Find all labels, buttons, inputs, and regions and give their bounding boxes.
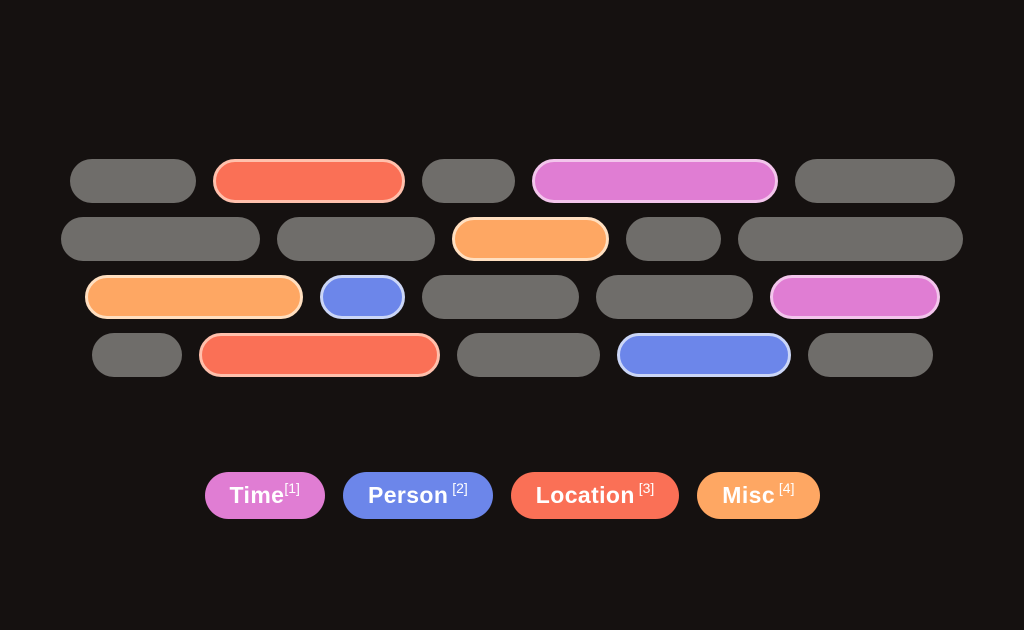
legend-key-person: [2] bbox=[448, 479, 468, 496]
token-row bbox=[91, 333, 933, 377]
token-pill-location[interactable] bbox=[212, 159, 405, 203]
token-pill-location[interactable] bbox=[198, 333, 440, 377]
legend-key-location: [3] bbox=[634, 479, 655, 496]
token-pill-person[interactable] bbox=[319, 275, 405, 319]
token-pill-person[interactable] bbox=[616, 333, 791, 377]
token-pill-unlabeled[interactable] bbox=[456, 333, 600, 377]
token-row bbox=[69, 159, 955, 203]
token-pill-unlabeled[interactable] bbox=[421, 275, 579, 319]
token-pill-unlabeled[interactable] bbox=[61, 217, 260, 261]
token-pill-unlabeled[interactable] bbox=[91, 333, 182, 377]
token-rows bbox=[0, 159, 1024, 377]
token-pill-time[interactable] bbox=[769, 275, 940, 319]
legend-pill-time[interactable]: Time [1] bbox=[204, 472, 325, 519]
token-row bbox=[61, 217, 963, 261]
token-pill-unlabeled[interactable] bbox=[738, 217, 963, 261]
legend-label-location: Location bbox=[535, 482, 635, 508]
token-pill-unlabeled[interactable] bbox=[807, 333, 933, 377]
legend-key-misc: [4] bbox=[775, 479, 795, 496]
token-pill-unlabeled[interactable] bbox=[69, 159, 196, 203]
entity-legend: Time [1] Person [2] Location [3] Misc [4] bbox=[0, 472, 1024, 519]
legend-label-person: Person bbox=[367, 482, 449, 508]
token-pill-unlabeled[interactable] bbox=[626, 217, 721, 261]
token-pill-unlabeled[interactable] bbox=[277, 217, 435, 261]
token-pill-unlabeled[interactable] bbox=[595, 275, 753, 319]
token-pill-misc[interactable] bbox=[84, 275, 303, 319]
legend-label-time: Time bbox=[229, 482, 285, 508]
legend-pill-misc[interactable]: Misc [4] bbox=[697, 472, 820, 519]
token-pill-time[interactable] bbox=[531, 159, 778, 203]
legend-pill-location[interactable]: Location [3] bbox=[510, 472, 680, 519]
token-pill-unlabeled[interactable] bbox=[794, 159, 955, 203]
token-pill-unlabeled[interactable] bbox=[421, 159, 515, 203]
legend-label-misc: Misc bbox=[722, 482, 776, 508]
token-pill-misc[interactable] bbox=[452, 217, 609, 261]
token-row bbox=[84, 275, 940, 319]
legend-pill-person[interactable]: Person [2] bbox=[342, 472, 493, 519]
legend-key-time: [1] bbox=[284, 479, 300, 496]
